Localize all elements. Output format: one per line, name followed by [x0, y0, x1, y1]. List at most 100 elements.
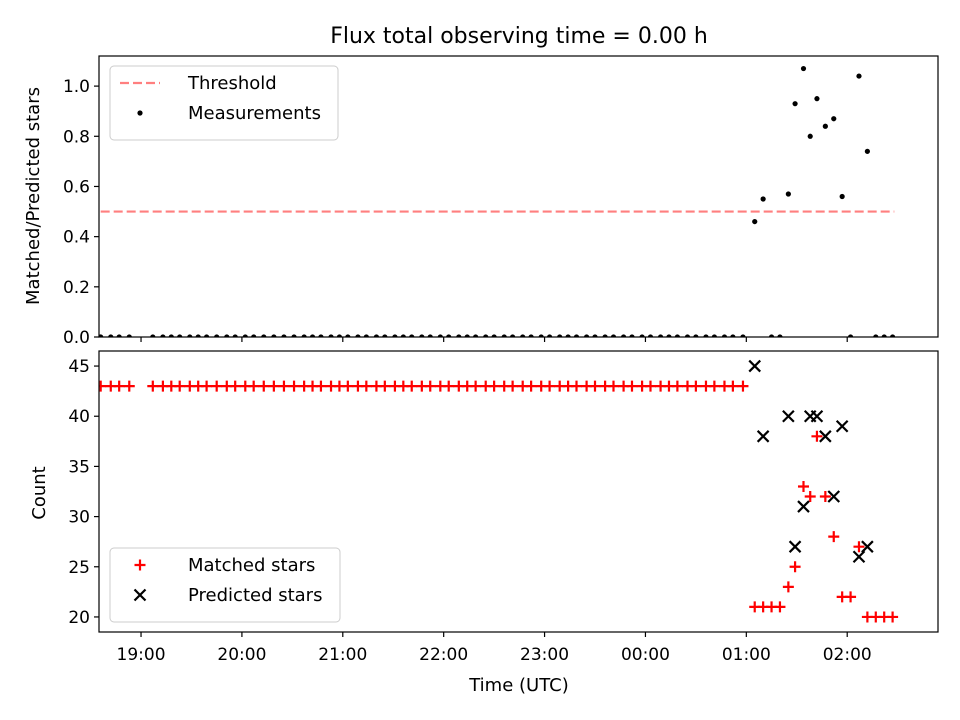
- y-tick-label: 0.2: [63, 278, 90, 298]
- bottom-plot-frame: [98, 350, 939, 633]
- measurements-point: [345, 334, 351, 337]
- y-tick-label: 40: [68, 407, 90, 427]
- measurements-point: [629, 334, 635, 337]
- measurements-point: [856, 73, 862, 79]
- y-tick-label: 45: [68, 357, 90, 377]
- matched-stars-point: [406, 380, 418, 392]
- matched-stars-point: [99, 380, 107, 392]
- matched-stars-point: [797, 480, 809, 492]
- matched-stars-point: [248, 380, 260, 392]
- measurements-point: [610, 334, 617, 337]
- x-tick-label: 22:00: [419, 645, 468, 665]
- measurements-point: [491, 334, 497, 337]
- legend-marker: [137, 110, 143, 116]
- measurements-point: [620, 334, 627, 337]
- measurements-point: [160, 334, 166, 337]
- top-legend: Threshold Measurements: [109, 65, 339, 141]
- legend-label: Matched stars: [188, 555, 315, 576]
- y-tick-label: 30: [68, 508, 90, 528]
- measurements-point: [355, 334, 361, 337]
- measurements-point: [890, 334, 896, 337]
- measurements-point: [639, 334, 645, 337]
- measurements-point: [309, 334, 316, 337]
- y-tick-label: 35: [68, 457, 90, 477]
- matched-stars-point: [644, 380, 656, 392]
- x-tick-label: 20:00: [217, 645, 266, 665]
- measurements-point: [839, 193, 845, 200]
- matched-stars-point: [789, 561, 801, 573]
- matched-stars-point: [315, 380, 327, 392]
- matched-stars-point: [708, 380, 720, 392]
- matched-stars-point: [443, 380, 455, 392]
- matched-stars-point: [229, 380, 241, 392]
- measurements-point: [864, 148, 870, 154]
- matched-stars-point: [727, 380, 739, 392]
- measurements-point: [528, 334, 534, 337]
- measurements-point: [242, 334, 248, 337]
- measurements-point: [847, 334, 854, 337]
- x-tick-label: 19:00: [117, 645, 166, 665]
- matched-stars-point: [607, 380, 619, 392]
- matched-stars-point: [845, 591, 857, 603]
- measurements-point: [565, 334, 571, 337]
- measurements-point: [204, 334, 210, 337]
- bottom-panel: 20 25 30 35 40 45 19:00 20:00 21:00 22:00 23:00 00:…: [68, 350, 939, 665]
- matched-stars-point: [123, 380, 135, 392]
- measurements-point: [261, 334, 267, 337]
- x-tick-label: 00:00: [621, 645, 670, 665]
- measurements-point: [657, 334, 664, 337]
- matched-stars-point: [342, 380, 354, 392]
- x-tick-label: 23:00: [520, 645, 569, 665]
- measurements-point: [232, 334, 238, 337]
- measurements-point: [177, 334, 183, 337]
- measurements-point: [382, 334, 388, 337]
- matched-stars-point: [470, 380, 482, 392]
- measurements-point: [583, 334, 590, 337]
- bottom-y-axis-label: Count: [29, 466, 50, 519]
- y-tick-label: 20: [68, 608, 90, 628]
- predicted-stars-point: [756, 430, 770, 443]
- legend-label: Measurements: [188, 103, 321, 124]
- matched-stars-point: [887, 611, 899, 623]
- measurements-point: [409, 334, 415, 337]
- measurements-point: [168, 334, 174, 337]
- measurements-point: [538, 334, 544, 337]
- measurements-point: [752, 218, 758, 225]
- top-data-layer: [99, 65, 896, 337]
- measurements-point: [768, 334, 775, 337]
- predicted-stars-point: [827, 490, 841, 503]
- predicted-stars-point: [819, 430, 832, 443]
- measurements-point: [592, 334, 598, 337]
- measurements-point: [792, 101, 798, 107]
- measurements-point: [800, 65, 807, 72]
- measurements-point: [711, 334, 717, 337]
- predicted-stars-point: [810, 409, 824, 423]
- measurements-point: [814, 96, 820, 102]
- measurements-point: [271, 334, 277, 337]
- matched-stars-point: [507, 380, 519, 392]
- matched-stars-point: [589, 380, 601, 392]
- matched-stars-point: [544, 380, 556, 392]
- measurements-point: [730, 334, 736, 337]
- measurements-point: [520, 334, 526, 337]
- measurements-point: [547, 334, 553, 337]
- matched-stars-point: [201, 380, 213, 392]
- measurements-point: [281, 334, 287, 337]
- measurements-point: [647, 334, 654, 337]
- measurements-point: [116, 334, 122, 337]
- measurements-point: [336, 334, 343, 337]
- measurements-point: [703, 334, 709, 337]
- matched-stars-point: [571, 380, 583, 392]
- x-tick-label: 01:00: [722, 645, 771, 665]
- matched-stars-point: [424, 380, 436, 392]
- measurements-point: [510, 334, 516, 337]
- predicted-stars-point: [852, 550, 866, 564]
- measurements-point: [150, 334, 156, 337]
- measurements-point: [721, 334, 728, 337]
- matched-stars-point: [804, 491, 816, 503]
- measurements-point: [301, 334, 307, 337]
- bottom-data-layer: [99, 359, 899, 623]
- measurements-point: [483, 334, 489, 337]
- measurements-point: [328, 334, 334, 337]
- matched-stars-point: [853, 541, 865, 553]
